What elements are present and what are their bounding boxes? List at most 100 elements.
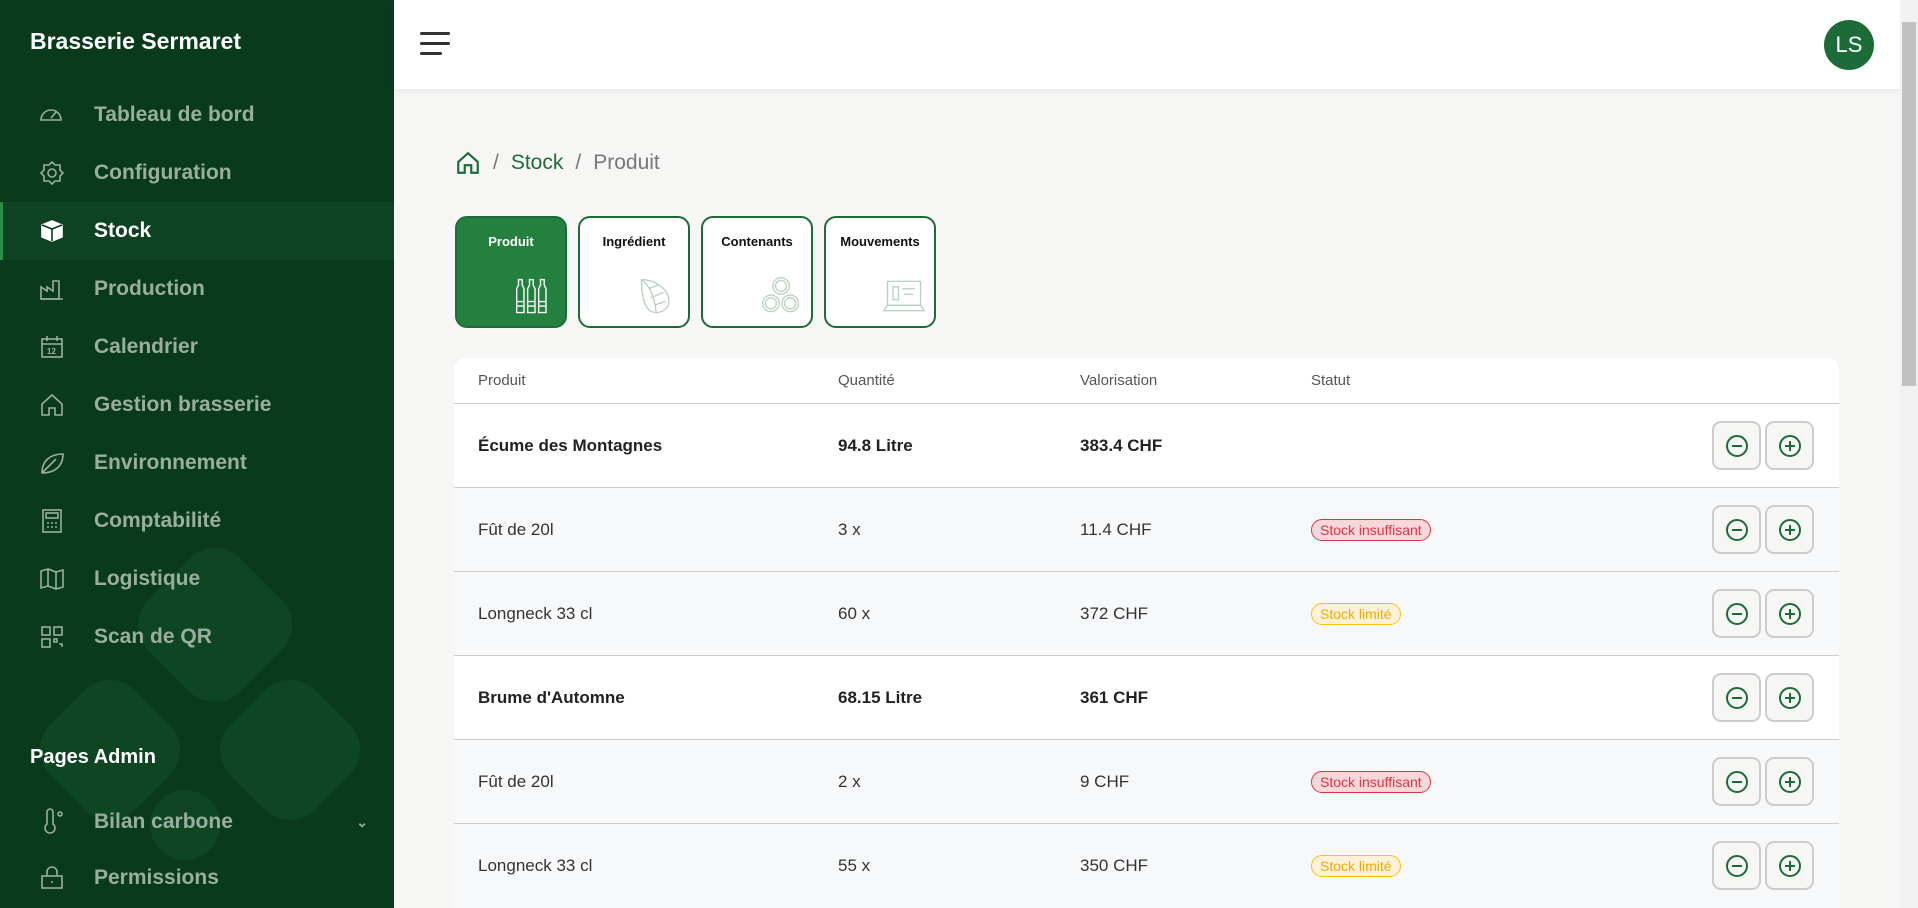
sidebar-item-label: Logistique — [94, 567, 201, 590]
sidebar-item-label: Calendrier — [94, 335, 198, 358]
scrollbar[interactable] — [1900, 0, 1918, 908]
increase-button[interactable] — [1765, 421, 1814, 470]
tab-mouvements[interactable]: Mouvements — [824, 216, 936, 328]
decrease-button[interactable] — [1712, 421, 1761, 470]
tab-ingredient[interactable]: Ingrédient — [578, 216, 690, 328]
plus-circle-icon — [1778, 686, 1801, 709]
sidebar-item-production[interactable]: Production — [0, 260, 394, 318]
quantity: 68.15 Litre — [838, 687, 923, 707]
quantity: 3 x — [838, 519, 861, 539]
sidebar-item-logistique[interactable]: Logistique — [0, 550, 394, 608]
status-badge: Stock insuffisant — [1311, 518, 1431, 541]
valuation: 11.4 CHF — [1080, 519, 1152, 539]
breadcrumb-stock[interactable]: Stock — [510, 151, 564, 174]
quantity: 60 x — [838, 603, 871, 623]
breadcrumb-separator: / — [493, 151, 499, 174]
table-row: Longneck 33 cl 60 x 372 CHF Stock limité — [454, 572, 1839, 656]
calculator-icon — [42, 509, 62, 533]
sidebar-item-label: Comptabilité — [94, 509, 222, 532]
lock-icon — [41, 866, 63, 889]
table-row: Fût de 20l 2 x 9 CHF Stock insuffisant — [454, 740, 1839, 824]
qr-icon — [41, 626, 63, 648]
tile-label: Produit — [488, 234, 534, 249]
tab-produit[interactable]: Produit — [455, 216, 567, 328]
minus-circle-icon — [1725, 854, 1748, 877]
valuation: 350 CHF — [1080, 856, 1149, 875]
sidebar-item-label: Environnement — [94, 451, 247, 474]
increase-button[interactable] — [1765, 841, 1814, 890]
chevron-down-icon[interactable]: ⌄ — [356, 813, 368, 830]
sidebar-item-environnement[interactable]: Environnement — [0, 434, 394, 492]
sidebar-item-label: Stock — [94, 219, 152, 242]
sidebar-item-label: Gestion brasserie — [94, 393, 272, 416]
sidebar-item-tableau-de-bord[interactable]: Tableau de bord — [0, 86, 394, 144]
table-row: Fût de 20l 3 x 11.4 CHF Stock insuffisant — [454, 488, 1839, 572]
scrollbar-thumb[interactable] — [1902, 22, 1916, 386]
sidebar-item-gestion-brasserie[interactable]: Gestion brasserie — [0, 376, 394, 434]
valuation: 372 CHF — [1080, 603, 1149, 623]
product-name: Écume des Montagnes — [478, 435, 663, 455]
product-name: Longneck 33 cl — [478, 856, 593, 875]
sidebar-item-calendrier[interactable]: 12 Calendrier — [0, 318, 394, 376]
sidebar-nav: Tableau de bord Configuration Stock Product… — [0, 86, 394, 666]
map-icon — [40, 568, 64, 590]
admin-section-title: Pages Admin — [30, 746, 156, 768]
home-icon — [41, 393, 63, 416]
menu-toggle-icon[interactable] — [420, 32, 450, 56]
col-header-valorisation: Valorisation — [1080, 372, 1158, 389]
increase-button[interactable] — [1765, 757, 1814, 806]
product-name: Fût de 20l — [478, 771, 554, 791]
sidebar-item-bilan-carbone[interactable]: Bilan carbone ⌄ — [0, 794, 394, 850]
valuation: 361 CHF — [1080, 687, 1149, 707]
decrease-button[interactable] — [1712, 841, 1761, 890]
plus-circle-icon — [1778, 434, 1801, 457]
status-badge: Stock limité — [1311, 855, 1401, 877]
tab-contenants[interactable]: Contenants — [701, 216, 813, 328]
increase-button[interactable] — [1765, 505, 1814, 554]
sidebar-item-comptabilit-[interactable]: Comptabilité — [0, 492, 394, 550]
table-row: Brume d'Automne 68.15 Litre 361 CHF — [454, 656, 1839, 740]
sidebar: Brasserie Sermaret Tableau de bord Config… — [0, 0, 394, 908]
brand-name: Brasserie Sermaret — [30, 28, 241, 54]
product-name: Fût de 20l — [478, 519, 554, 539]
decrease-button[interactable] — [1712, 757, 1761, 806]
stock-table: Produit Quantité Valorisation Statut Écu… — [454, 358, 1839, 908]
decrease-button[interactable] — [1712, 589, 1761, 638]
valuation: 9 CHF — [1080, 771, 1130, 791]
plus-circle-icon — [1778, 518, 1801, 541]
minus-circle-icon — [1725, 518, 1748, 541]
thermometer-icon — [44, 808, 63, 834]
table-row: Écume des Montagnes 94.8 Litre 383.4 CHF — [454, 404, 1839, 488]
sidebar-item-label: Configuration — [94, 161, 232, 184]
top-header: LS — [394, 0, 1900, 89]
gauge-icon — [40, 109, 62, 121]
breadcrumb: / Stock / Produit — [455, 150, 660, 176]
category-tiles: Produit Ingrédient Contenants Mouvements — [455, 216, 936, 328]
barrels-icon — [761, 276, 800, 313]
table-row: Longneck 33 cl 55 x 350 CHF Stock limité — [454, 824, 1839, 908]
minus-circle-icon — [1725, 770, 1748, 793]
sidebar-item-label: Scan de QR — [94, 625, 212, 648]
minus-circle-icon — [1725, 602, 1748, 625]
sidebar-item-scan-de-qr[interactable]: Scan de QR — [0, 608, 394, 666]
status-badge: Stock insuffisant — [1311, 770, 1431, 793]
minus-circle-icon — [1725, 434, 1748, 457]
sidebar-item-permissions[interactable]: Permissions — [0, 850, 394, 906]
decrease-button[interactable] — [1712, 673, 1761, 722]
sidebar-item-stock[interactable]: Stock — [0, 202, 394, 260]
sidebar-item-label: Production — [94, 277, 205, 300]
box-icon — [41, 220, 63, 242]
hop-icon — [640, 278, 670, 314]
decrease-button[interactable] — [1712, 505, 1761, 554]
leaf-icon — [41, 453, 64, 474]
home-icon[interactable] — [455, 150, 481, 176]
valuation: 383.4 CHF — [1080, 435, 1163, 455]
plus-circle-icon — [1778, 602, 1801, 625]
quantity: 55 x — [838, 856, 871, 875]
breadcrumb-separator: / — [575, 151, 582, 174]
increase-button[interactable] — [1765, 673, 1814, 722]
user-avatar[interactable]: LS — [1824, 20, 1874, 70]
sidebar-item-configuration[interactable]: Configuration — [0, 144, 394, 202]
sidebar-item-label: Tableau de bord — [94, 103, 255, 126]
increase-button[interactable] — [1765, 589, 1814, 638]
